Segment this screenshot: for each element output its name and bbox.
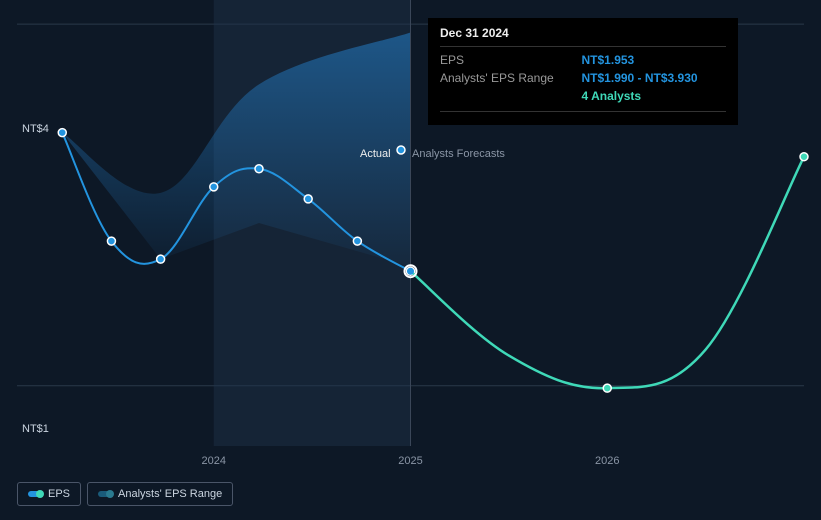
tooltip-date: Dec 31 2024 (440, 26, 726, 47)
tooltip-table: EPS NT$1.953 Analysts' EPS Range NT$1.99… (440, 51, 726, 105)
tooltip-row-analysts: 4 Analysts (440, 87, 726, 105)
eps-forecast-line (411, 157, 805, 389)
x-tick-2025: 2025 (398, 455, 422, 467)
label-forecast: Analysts Forecasts (412, 148, 505, 160)
mid-label-marker (397, 146, 405, 154)
legend-item-eps[interactable]: EPS (17, 482, 81, 506)
legend-item-range[interactable]: Analysts' EPS Range (87, 482, 233, 506)
legend: EPS Analysts' EPS Range (17, 482, 233, 506)
tooltip: Dec 31 2024 EPS NT$1.953 Analysts' EPS R… (428, 18, 738, 125)
y-tick-4: NT$4 (22, 123, 49, 135)
tooltip-label: Analysts' EPS Range (440, 69, 582, 87)
tooltip-value: 4 Analysts (582, 87, 726, 105)
tooltip-row-eps: EPS NT$1.953 (440, 51, 726, 69)
eps-forecast-markers (603, 153, 808, 392)
y-tick-1: NT$1 (22, 423, 49, 435)
tooltip-value: NT$1.953 (582, 51, 726, 69)
tooltip-row-range: Analysts' EPS Range NT$1.990 - NT$3.930 (440, 69, 726, 87)
tooltip-label (440, 87, 582, 105)
x-tick-2026: 2026 (595, 455, 619, 467)
legend-swatch-eps (28, 491, 42, 497)
x-tick-2024: 2024 (202, 455, 226, 467)
tooltip-value: NT$1.990 - NT$3.930 (582, 69, 726, 87)
tooltip-label: EPS (440, 51, 582, 69)
tooltip-footer-line (440, 111, 726, 115)
legend-label: Analysts' EPS Range (118, 488, 222, 500)
eps-chart: NT$4 NT$1 2024 2025 2026 Actual Analysts… (0, 0, 821, 520)
label-actual: Actual (360, 148, 391, 160)
legend-label: EPS (48, 488, 70, 500)
legend-swatch-range (98, 491, 112, 497)
